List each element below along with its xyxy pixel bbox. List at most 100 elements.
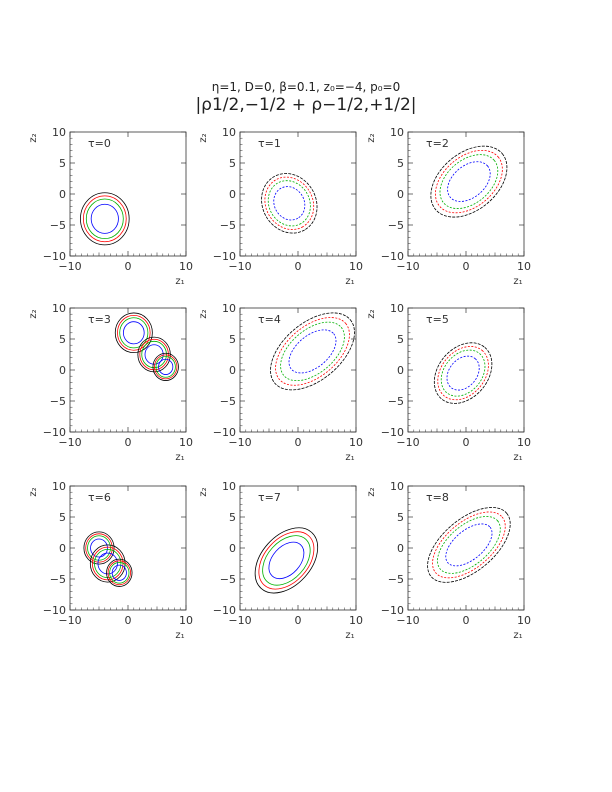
contour-lines	[427, 507, 511, 583]
x-tick-label: 10	[517, 260, 531, 273]
contour-level-1	[154, 354, 178, 380]
x-tick-label: −10	[58, 614, 81, 627]
contour-level-3	[123, 321, 145, 345]
contour-panel-1: 10 5 0 −5 −10−10 0 10 z₁ z₂ τ=1	[198, 126, 363, 287]
contour-panel-5: 10 5 0 −5 −10−10 0 10 z₁ z₂ τ=5	[366, 302, 531, 463]
panel-frame	[407, 307, 525, 433]
contour-level-1	[258, 531, 315, 590]
y-tick-label: 10	[390, 126, 404, 139]
panel-label: τ=3	[88, 313, 111, 326]
contour-level-2	[155, 356, 176, 378]
contour-level-2	[280, 321, 345, 382]
contour-lines	[83, 531, 133, 587]
y-tick-label: −5	[50, 573, 66, 586]
x-tick-label: 0	[463, 614, 470, 627]
x-tick-label: 0	[295, 260, 302, 273]
contour-level-1	[139, 338, 169, 371]
y-axis-label: z₂	[366, 487, 377, 496]
x-axis-label: z₁	[175, 452, 184, 463]
contour-level-0	[433, 342, 493, 404]
contour-panel-0: 10 5 0 −5 −10−10 0 10 z₁ z₂ τ=0	[28, 126, 193, 287]
y-tick-label: −5	[50, 219, 66, 232]
y-tick-label: 10	[222, 480, 236, 493]
x-axis-label: z₁	[175, 276, 184, 287]
contour-level-2	[440, 349, 486, 397]
x-axis-label: z₁	[345, 276, 354, 287]
contour-level-0	[83, 531, 115, 565]
contour-level-3	[111, 564, 127, 581]
contour-level-3	[446, 355, 480, 391]
y-tick-label: 0	[229, 542, 236, 555]
y-axis-label: z₂	[28, 133, 39, 142]
x-tick-label: 0	[125, 436, 132, 449]
y-tick-label: 10	[52, 126, 66, 139]
contour-level-3	[447, 161, 491, 202]
contour-level-3	[288, 329, 337, 374]
contour-level-3	[445, 523, 493, 567]
panel-label: τ=1	[258, 137, 281, 150]
figure-subtitle: |ρ1/2,−1/2 + ρ−1/2,+1/2|	[195, 95, 417, 115]
y-tick-label: −5	[50, 395, 66, 408]
x-tick-label: −10	[228, 436, 251, 449]
x-tick-label: 10	[517, 614, 531, 627]
y-tick-label: 0	[397, 188, 404, 201]
y-axis-label: z₂	[198, 309, 209, 318]
contour-level-1	[264, 176, 315, 230]
x-tick-label: 10	[517, 436, 531, 449]
y-axis-label: z₂	[28, 309, 39, 318]
contour-level-0	[261, 173, 318, 234]
contour-panel-7: 10 5 0 −5 −10−10 0 10 z₁ z₂ τ=7	[198, 480, 363, 641]
y-axis-label: z₂	[366, 133, 377, 142]
contour-lines	[261, 173, 318, 234]
y-tick-label: −10	[43, 250, 66, 263]
x-tick-label: −10	[396, 260, 419, 273]
x-tick-label: −10	[228, 614, 251, 627]
contour-level-0	[106, 558, 133, 587]
contour-level-0	[152, 352, 179, 381]
y-tick-label: 10	[222, 302, 236, 315]
x-axis-label: z₁	[175, 630, 184, 641]
contour-level-1	[91, 546, 124, 581]
x-tick-label: 10	[349, 260, 363, 273]
contour-level-0	[430, 145, 508, 218]
panel-label: τ=4	[258, 313, 281, 326]
y-tick-label: −5	[388, 395, 404, 408]
x-tick-label: 10	[179, 614, 193, 627]
contour-level-2	[141, 340, 167, 369]
y-tick-label: 5	[397, 157, 404, 170]
panel-frame	[407, 485, 525, 611]
y-tick-label: 10	[52, 480, 66, 493]
x-tick-label: 10	[179, 436, 193, 449]
contour-level-3	[90, 538, 108, 558]
y-tick-label: 0	[229, 188, 236, 201]
contour-level-2	[87, 535, 111, 561]
contour-level-0	[80, 192, 130, 246]
y-tick-label: 5	[397, 511, 404, 524]
y-tick-label: −10	[43, 604, 66, 617]
y-tick-label: −10	[43, 426, 66, 439]
y-tick-label: 5	[59, 157, 66, 170]
contour-level-1	[107, 560, 131, 586]
x-tick-label: −10	[396, 614, 419, 627]
contour-panel-6: 10 5 0 −5 −10−10 0 10 z₁ z₂ τ=6	[28, 480, 193, 641]
y-tick-label: 0	[397, 364, 404, 377]
y-tick-label: −10	[381, 250, 404, 263]
y-tick-label: 5	[229, 333, 236, 346]
panel-label: τ=0	[88, 137, 111, 150]
contour-panel-4: 10 5 0 −5 −10−10 0 10 z₁ z₂ τ=4	[198, 302, 363, 463]
panel-label: τ=2	[426, 137, 449, 150]
y-tick-label: −5	[388, 573, 404, 586]
y-tick-label: 0	[59, 364, 66, 377]
x-axis-label: z₁	[513, 630, 522, 641]
x-axis-label: z₁	[513, 452, 522, 463]
panel-label: τ=7	[258, 491, 281, 504]
contour-level-2	[439, 154, 499, 209]
contour-level-2	[262, 535, 311, 586]
x-tick-label: 0	[295, 614, 302, 627]
contour-level-3	[97, 552, 118, 575]
contour-level-1	[275, 317, 350, 386]
contour-panel-2: 10 5 0 −5 −10−10 0 10 z₁ z₂ τ=2	[366, 126, 531, 287]
panel-label: τ=5	[426, 313, 449, 326]
contour-level-0	[254, 527, 319, 594]
